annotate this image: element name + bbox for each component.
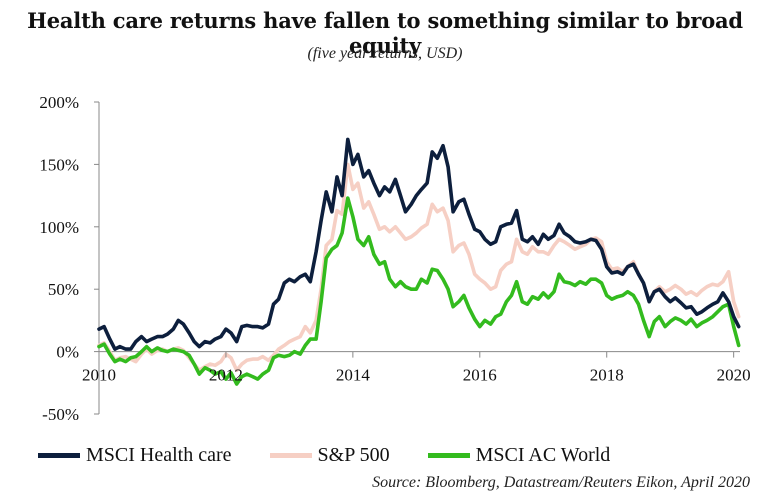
y-tick-label: 0% <box>56 343 79 362</box>
y-tick-label: 50% <box>48 280 79 299</box>
axes: -50% 0% 50% 100% 150% 200% <box>39 93 740 424</box>
legend-label-sp500: S&P 500 <box>317 444 390 466</box>
x-tick-labels: 2010 2012 2014 2016 2018 2020 <box>82 351 751 385</box>
x-tick-label: 2020 <box>717 366 751 385</box>
legend-label-health-care: MSCI Health care <box>86 444 232 466</box>
y-tick-label: 200% <box>39 93 79 112</box>
x-tick-label: 2016 <box>463 366 497 385</box>
series-line-ac-world <box>97 196 741 386</box>
chart-subtitle: (five year returns, USD) <box>307 45 463 62</box>
source-note: Source: Bloomberg, Datastream/Reuters Ei… <box>372 474 750 491</box>
legend-swatch-ac-world <box>427 453 470 458</box>
legend: MSCI Health care S&P 500 MSCI AC World <box>38 444 648 467</box>
x-tick-label: 2014 <box>336 366 371 385</box>
legend-item-sp500: S&P 500 <box>269 444 390 467</box>
series-line-health-care <box>97 137 741 351</box>
x-tick-label: 2012 <box>209 366 243 385</box>
y-tick-label: 100% <box>39 218 79 237</box>
legend-label-ac-world: MSCI AC World <box>475 444 611 466</box>
legend-swatch-health-care <box>38 453 80 458</box>
y-tick-label: -50% <box>42 405 79 424</box>
legend-swatch-sp500 <box>269 453 312 458</box>
series-line-sp500 <box>97 162 741 373</box>
series-group <box>97 137 741 386</box>
chart-title: Health care returns have fallen to somet… <box>27 8 743 58</box>
legend-item-ac-world: MSCI AC World <box>427 444 611 467</box>
x-tick-label: 2018 <box>590 366 624 385</box>
legend-item-health-care: MSCI Health care <box>38 444 232 467</box>
x-tick-label: 2010 <box>82 366 116 385</box>
y-tick-label: 150% <box>39 155 79 174</box>
line-chart: -50%0%50%100%150%200% 2010 2012 2014 2016 20… <box>39 93 751 424</box>
